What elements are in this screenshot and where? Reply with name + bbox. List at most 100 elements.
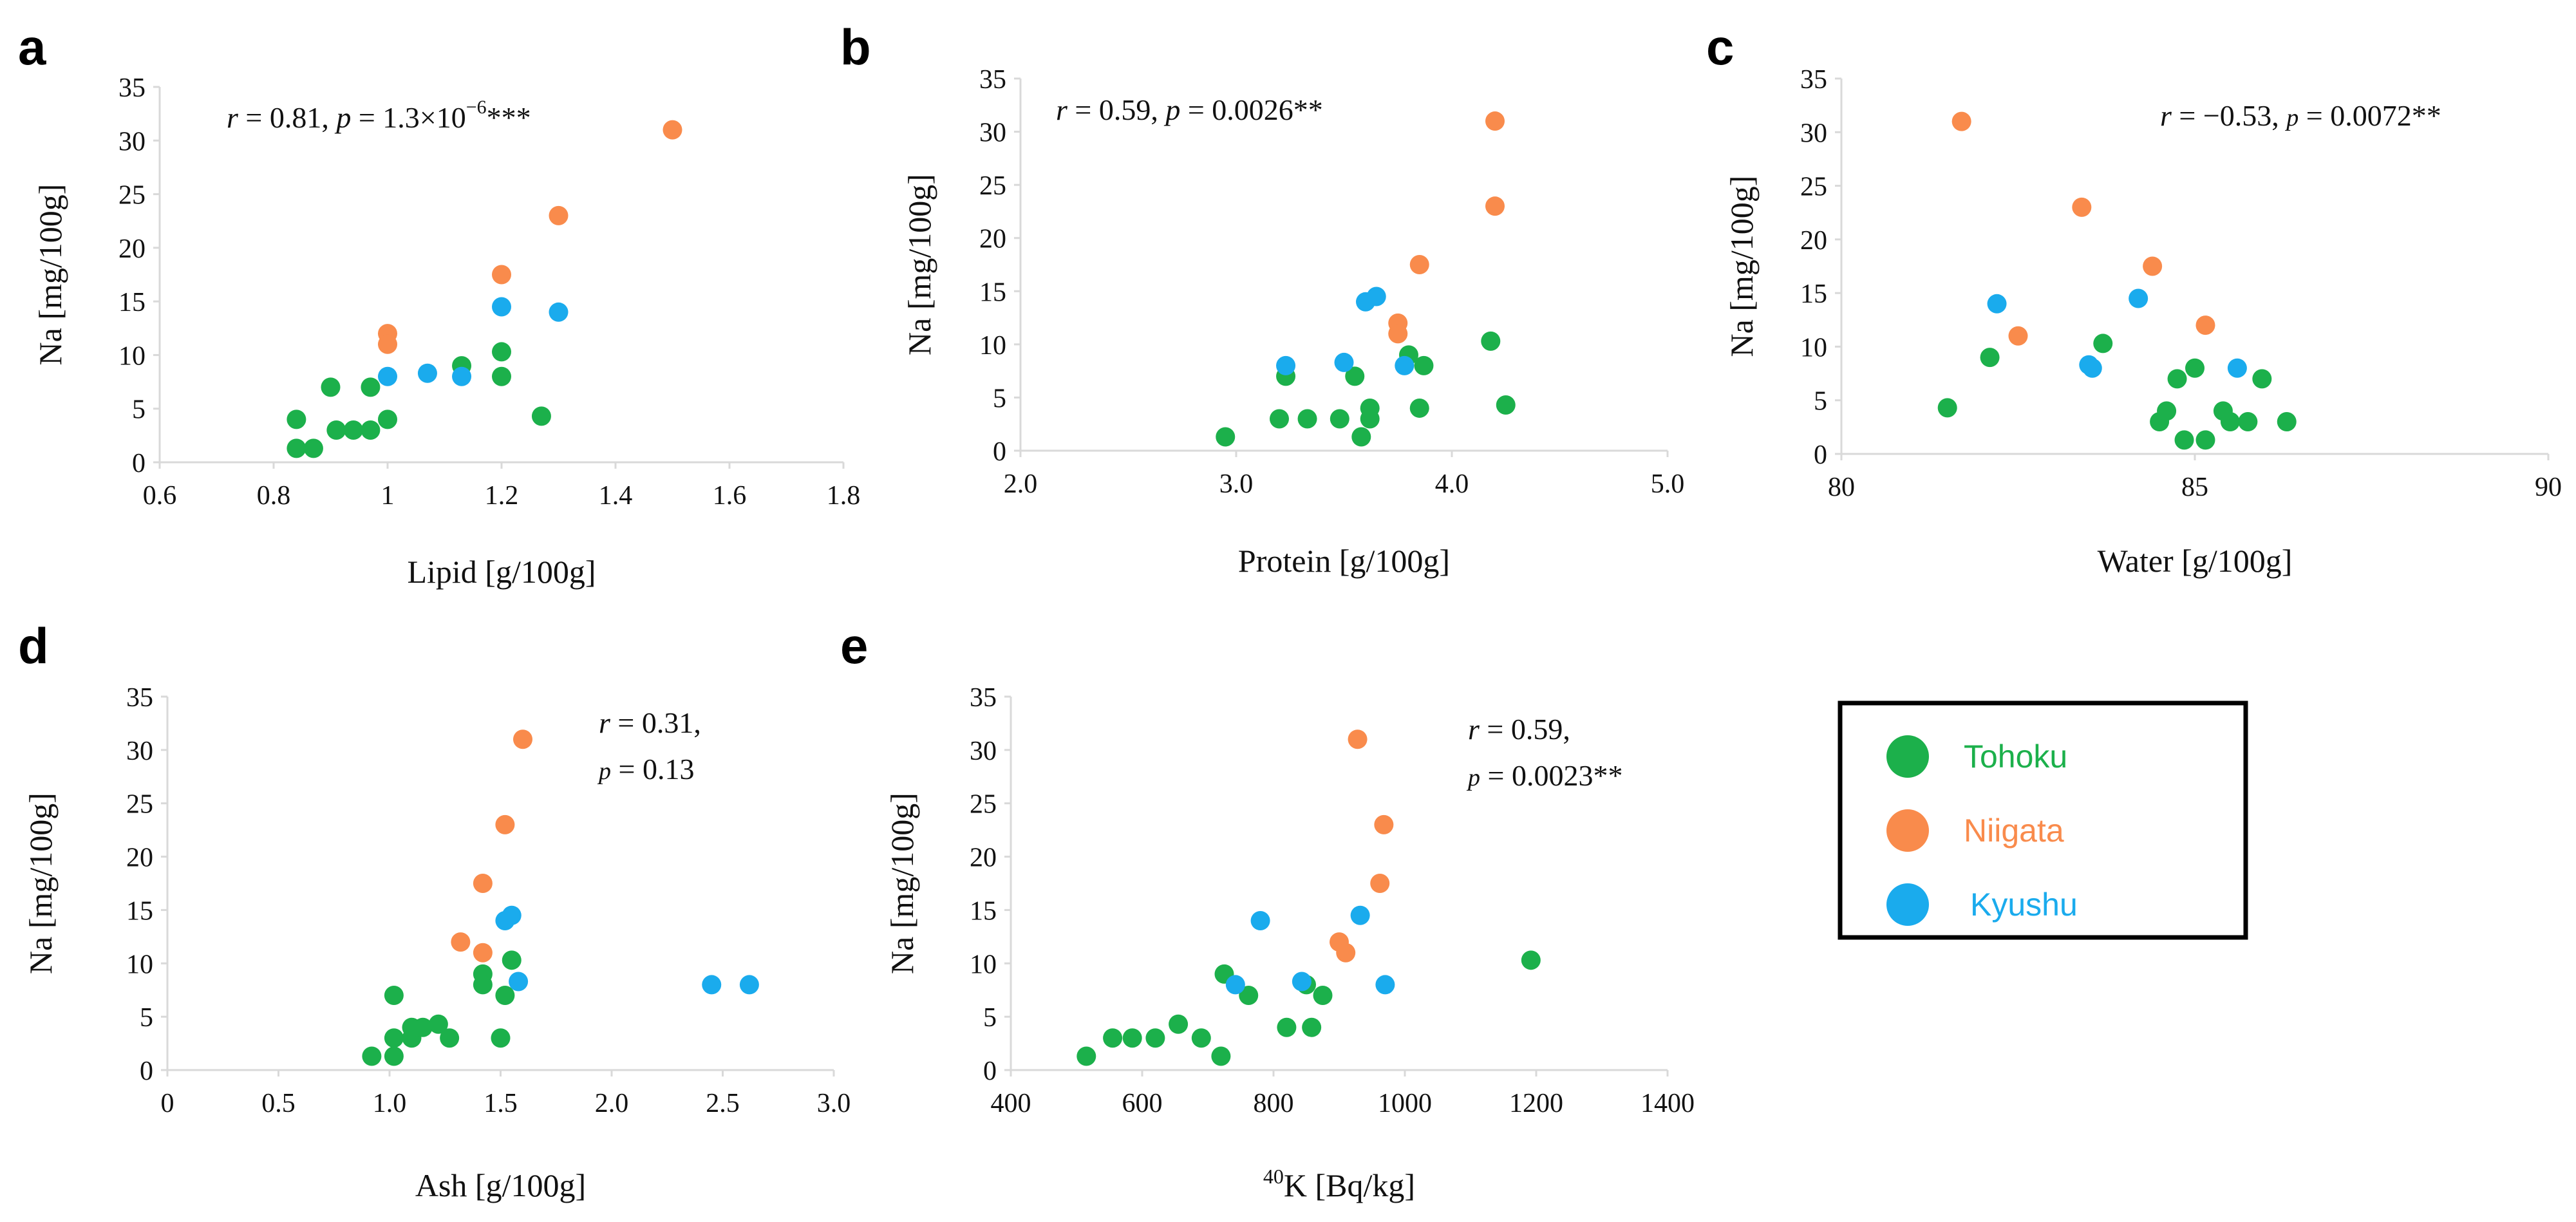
y-tick-label: 15 [979,277,1006,307]
x-tick-label: 2.5 [706,1089,740,1118]
panel-letter-d: d [18,617,49,674]
y-tick-label: 10 [1800,333,1827,362]
data-point-kyushu [1292,972,1312,992]
data-point-tohoku [491,1028,511,1048]
data-point-niigata [1336,943,1356,963]
y-tick-label: 35 [118,73,146,103]
y-axis-label: Na [mg/100g] [23,793,59,974]
stats-annotation: r = 0.31, [599,706,701,739]
y-tick-label: 20 [118,234,146,264]
x-tick-label: 3.0 [1219,469,1254,499]
data-point-kyushu [702,975,722,995]
y-tick-label: 30 [1800,118,1827,148]
data-point-niigata [492,265,511,285]
data-point-tohoku [502,950,522,970]
y-tick-label: 5 [1814,387,1827,417]
data-point-tohoku [361,377,381,397]
y-tick-label: 10 [970,950,997,979]
data-point-tohoku [1414,355,1434,375]
data-point-tohoku [1360,398,1380,418]
x-tick-label: 1.6 [713,481,747,511]
series-niigata [1330,729,1394,963]
x-tick-label: 600 [1122,1089,1163,1118]
x-tick-label: 0.8 [257,481,291,511]
data-point-kyushu [417,363,437,383]
data-point-niigata [473,874,493,893]
data-point-kyushu [2082,358,2102,378]
y-tick-label: 25 [126,790,153,820]
y-tick-label: 5 [132,395,146,425]
panel-letter-e: e [840,617,868,674]
y-tick-label: 30 [118,127,146,156]
legend-label-niigata: Niigata [1964,813,2064,849]
data-point-kyushu [2227,358,2247,378]
data-point-tohoku [1239,986,1259,1005]
series-tohoku [1076,950,1541,1066]
stats-annotation: r = 0.59, p = 0.0026** [1056,93,1323,126]
data-point-niigata [2195,315,2215,335]
data-point-tohoku [378,409,397,429]
y-tick-label: 5 [993,384,1006,413]
series-niigata [451,729,532,963]
y-axis-label: Na [mg/100g] [884,793,920,974]
legend: Tohoku Niigata Kyushu [1838,700,2248,940]
y-tick-label: 30 [126,737,153,766]
y-axis-label: Na [mg/100g] [901,174,937,355]
data-point-niigata [1388,324,1408,344]
data-point-niigata [451,932,471,952]
x-tick-label: 0.5 [261,1089,296,1118]
y-tick-label: 35 [126,683,153,713]
x-axis-label: Lipid [g/100g] [407,554,596,590]
stats-annotation-p: p = 0.13 [597,753,694,785]
data-point-tohoku [2238,412,2258,432]
data-point-tohoku [303,438,323,458]
data-point-tohoku [384,986,404,1005]
series-tohoku [287,342,551,458]
data-point-kyushu [492,297,511,317]
data-point-tohoku [384,1046,404,1066]
data-point-tohoku [1277,1017,1297,1037]
data-point-tohoku [1351,427,1371,447]
data-point-kyushu [502,905,522,925]
panel-letter-a: a [18,19,46,75]
y-tick-label: 10 [118,341,146,371]
data-point-tohoku [2277,412,2297,432]
y-tick-label: 25 [970,790,997,820]
series-tohoku [1937,334,2297,450]
x-tick-label: 1000 [1378,1089,1432,1118]
data-point-tohoku [343,420,363,440]
data-point-tohoku [1122,1028,1142,1048]
data-point-kyushu [1987,294,2007,314]
y-tick-label: 0 [132,449,146,478]
data-point-tohoku [1345,366,1365,386]
data-point-kyushu [2129,288,2148,308]
series-niigata [1388,111,1505,344]
data-point-tohoku [2167,369,2187,389]
panel-d: d 0 5 10 15 20 25 30 35 0 0.5 1.0 1.5 2.0 2.5 3.0 Na [mg… [18,617,851,1203]
stats-annotation-p: p = 0.0023** [1466,759,1622,792]
data-point-tohoku [473,975,493,995]
data-point-kyushu [1276,355,1296,375]
y-tick-label: 5 [140,1003,153,1033]
y-tick-label: 20 [970,843,997,873]
stats-annotation: r = 0.81, p = 1.3×10−6*** [227,97,531,134]
data-point-tohoku [495,986,515,1005]
data-point-niigata [473,943,493,963]
y-tick-label: 0 [983,1057,997,1086]
panel-c: c 0 5 10 15 20 25 30 35 80 85 90 Na [mg/100g] Water [… [1706,19,2562,579]
data-point-niigata [1348,729,1368,749]
x-axis-label: 40K [Bq/kg] [1263,1165,1415,1203]
y-tick-label: 15 [118,288,146,317]
data-point-tohoku [361,420,381,440]
stats-annotation: r = −0.53, p = 0.0072** [2160,99,2441,132]
data-point-tohoku [1169,1014,1189,1034]
data-point-tohoku [2220,412,2240,432]
panels-group: a 0 5 10 15 20 25 30 35 0.6 0.8 1 1.2 1.4 1.6 1.8 Na [mg… [18,19,2562,1203]
data-point-niigata [378,334,397,354]
data-point-tohoku [440,1028,460,1048]
data-point-tohoku [287,409,306,429]
y-tick-label: 10 [126,950,153,979]
data-point-tohoku [413,1017,433,1037]
x-tick-label: 1.8 [827,481,861,511]
